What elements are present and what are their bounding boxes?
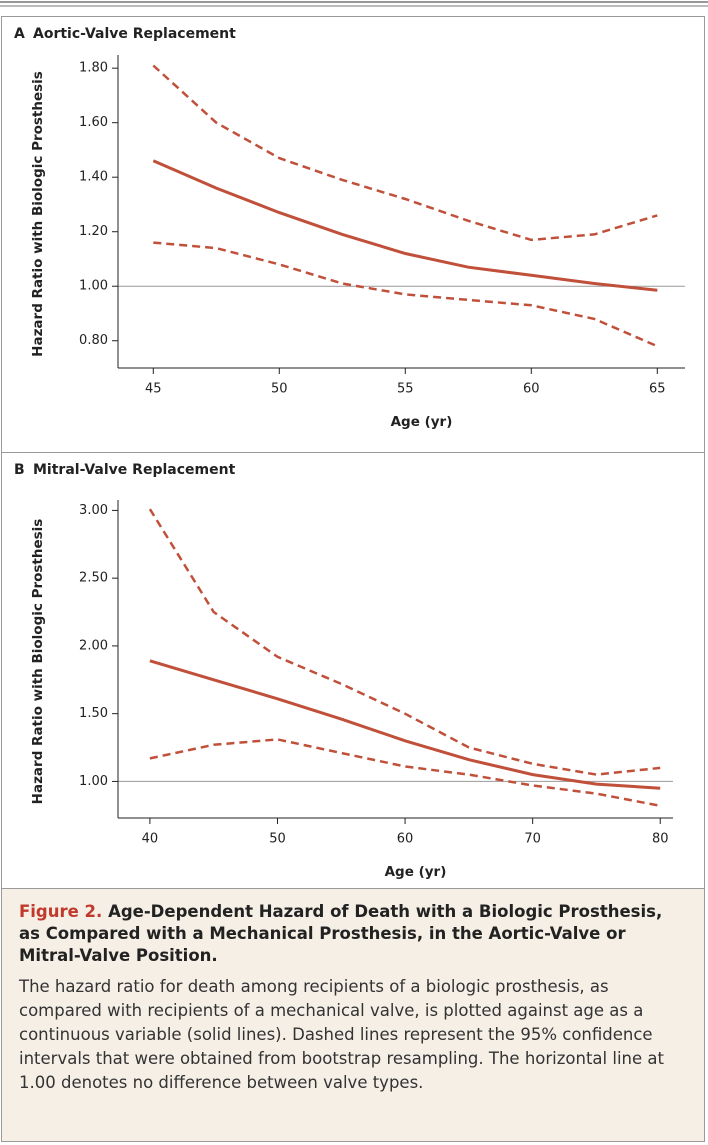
y-tick-label: 2.50 <box>79 571 108 586</box>
y-tick-label: 1.50 <box>79 706 108 721</box>
caption-text: The hazard ratio for death among recipie… <box>19 977 664 1092</box>
x-tick-label: 50 <box>271 382 288 397</box>
x-tick-label: 55 <box>397 382 414 397</box>
x-tick-label: 45 <box>145 382 162 397</box>
x-tick-label: 60 <box>397 832 414 847</box>
confidence-line <box>152 64 658 242</box>
panel-letter: A <box>14 26 25 42</box>
panel-letter: B <box>14 462 25 478</box>
x-axis-label: Age (yr) <box>391 414 453 430</box>
y-tick-label: 1.20 <box>79 224 108 239</box>
x-tick-label: 50 <box>269 832 286 847</box>
x-tick-label: 65 <box>649 382 666 397</box>
estimate-line <box>149 659 661 790</box>
x-tick-label: 70 <box>524 832 541 847</box>
x-axis-label: Age (yr) <box>385 864 447 880</box>
figure-label: Figure 2. <box>19 902 103 921</box>
y-tick-label: 2.00 <box>79 638 108 653</box>
figure: A Aortic-Valve Replacement 0.80 1.00 1.20 1.4… <box>0 1 708 888</box>
y-axis-label: Hazard Ratio with Biologic Prosthesis <box>30 71 46 357</box>
caption: Figure 2. Age-Dependent Hazard of Death … <box>1 888 705 1142</box>
y-tick-label: 1.00 <box>79 279 108 294</box>
panel-title: Aortic-Valve Replacement <box>33 26 236 42</box>
caption-heading: Figure 2. Age-Dependent Hazard of Death … <box>19 901 686 967</box>
y-tick-label: 1.80 <box>79 61 108 76</box>
y-tick-label: 0.80 <box>79 333 108 348</box>
panel-title: Mitral-Valve Replacement <box>33 462 236 478</box>
y-axis-label: Hazard Ratio with Biologic Prosthesis <box>30 519 46 805</box>
y-tick-label: 3.00 <box>79 503 108 518</box>
y-tick-label: 1.00 <box>79 774 108 789</box>
y-tick-label: 1.60 <box>79 115 108 130</box>
y-tick-label: 1.40 <box>79 170 108 185</box>
confidence-line <box>148 508 661 776</box>
x-tick-label: 80 <box>652 832 669 847</box>
x-tick-label: 40 <box>142 832 159 847</box>
confidence-line <box>149 738 661 808</box>
estimate-line <box>152 159 658 292</box>
confidence-line <box>153 241 658 348</box>
figure-title: Age-Dependent Hazard of Death with a Bio… <box>19 902 663 965</box>
x-tick-label: 60 <box>523 382 540 397</box>
panel-frame <box>1 452 705 888</box>
